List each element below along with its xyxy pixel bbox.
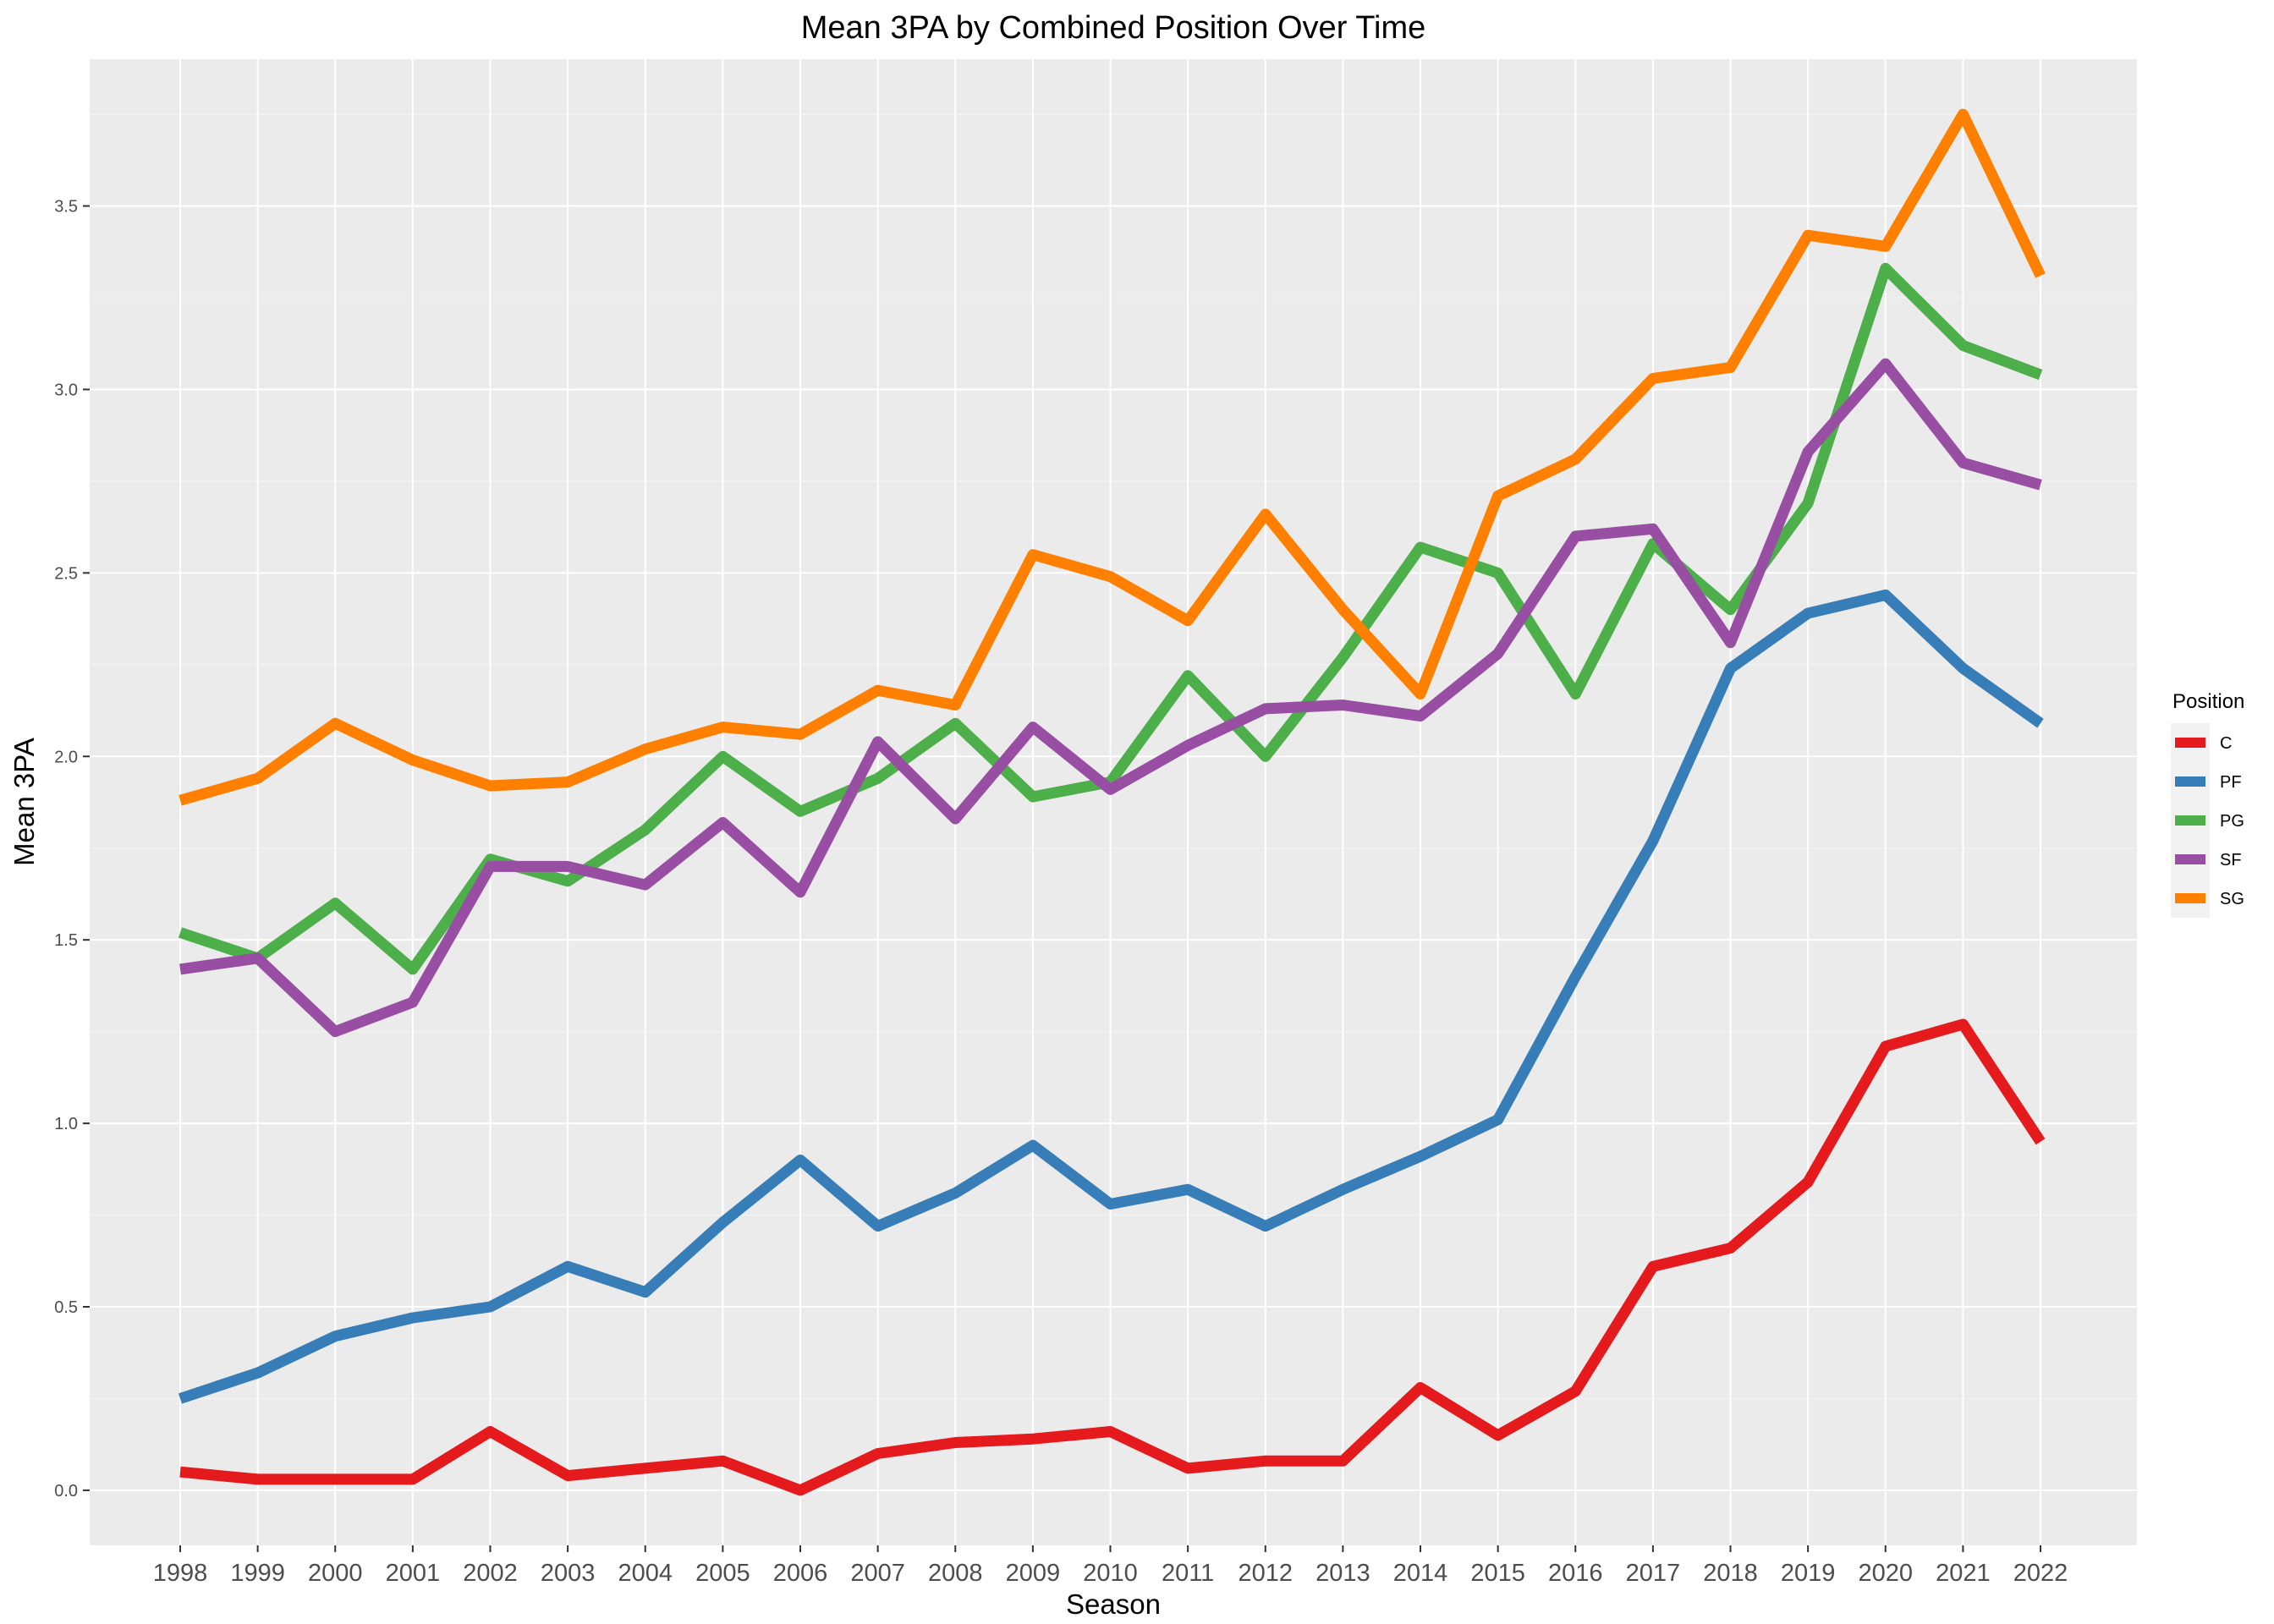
- series-lines: [178, 108, 2046, 1496]
- legend-item-sg: SG: [2171, 879, 2244, 918]
- x-tick-label: 2015: [1470, 1560, 1525, 1587]
- x-tick-label: 2008: [928, 1560, 983, 1587]
- y-tick-label: 3.5: [54, 198, 78, 217]
- legend-label: SF: [2220, 851, 2242, 870]
- y-tick-label: 2.5: [54, 564, 78, 583]
- legend: Position C PF PG SF SG: [2171, 690, 2244, 918]
- y-tick-label: 0.5: [54, 1298, 78, 1317]
- x-tick-label: 2005: [695, 1560, 750, 1587]
- legend-item-c: C: [2171, 723, 2232, 762]
- x-tick-label: 2017: [1626, 1560, 1681, 1587]
- x-tick-label: 2001: [386, 1560, 441, 1587]
- y-axis: 0.0 0.5 1.0 1.5 2.0 2.5 3.0 3.5: [54, 198, 90, 1501]
- y-tick-label: 1.0: [54, 1115, 78, 1133]
- series-line-sf: [179, 358, 2042, 1038]
- x-tick-label: 2007: [850, 1560, 905, 1587]
- x-axis-title: Season: [1066, 1588, 1161, 1620]
- y-tick-label: 0.0: [54, 1482, 78, 1501]
- x-tick-label: 2012: [1238, 1560, 1293, 1587]
- plot-panel: [90, 59, 2137, 1545]
- x-tick-label: 2021: [1936, 1560, 1991, 1587]
- y-tick-label: 1.5: [54, 931, 78, 950]
- legend-label: PG: [2220, 812, 2244, 831]
- y-tick-label: 2.0: [54, 748, 78, 766]
- x-tick-label: 2018: [1703, 1560, 1758, 1587]
- x-tick-label: 2006: [773, 1560, 828, 1587]
- x-tick-label: 1998: [153, 1560, 208, 1587]
- x-tick-label: 2014: [1393, 1560, 1448, 1587]
- x-tick-label: 2002: [463, 1560, 518, 1587]
- x-tick-label: 2003: [541, 1560, 596, 1587]
- y-tick-label: 3.0: [54, 381, 78, 399]
- x-tick-label: 2010: [1083, 1560, 1138, 1587]
- y-axis-title: Mean 3PA: [8, 738, 40, 866]
- x-tick-label: 2011: [1162, 1560, 1214, 1587]
- x-tick-label: 2019: [1781, 1560, 1836, 1587]
- x-tick-label: 2022: [2013, 1560, 2068, 1587]
- x-tick-label: 1999: [230, 1560, 285, 1587]
- series-line-c: [179, 1018, 2046, 1496]
- x-tick-label: 2020: [1858, 1560, 1913, 1587]
- x-axis: 1998 1999 2000 2001 2002 2003 2004 2005 2006 2007…: [153, 1545, 2068, 1587]
- legend-label: C: [2220, 734, 2232, 753]
- legend-title: Position: [2172, 690, 2244, 713]
- x-tick-label: 2009: [1006, 1560, 1061, 1587]
- x-tick-label: 2013: [1316, 1560, 1370, 1587]
- x-tick-label: 2000: [308, 1560, 363, 1587]
- x-tick-label: 2004: [618, 1560, 673, 1587]
- x-tick-label: 2016: [1548, 1560, 1603, 1587]
- legend-items: C PF PG SF SG: [2171, 723, 2244, 918]
- legend-item-pf: PF: [2171, 762, 2242, 801]
- series-line-pf: [178, 589, 2044, 1404]
- series-line-pg: [178, 262, 2043, 975]
- legend-label: PF: [2220, 773, 2242, 792]
- chart-title: Mean 3PA by Combined Position Over Time: [801, 10, 1426, 46]
- legend-item-pg: PG: [2171, 801, 2244, 840]
- legend-label: SG: [2220, 890, 2244, 908]
- legend-item-sf: SF: [2171, 840, 2242, 879]
- gridlines: [90, 59, 2137, 1545]
- series-line-sg: [179, 108, 2046, 806]
